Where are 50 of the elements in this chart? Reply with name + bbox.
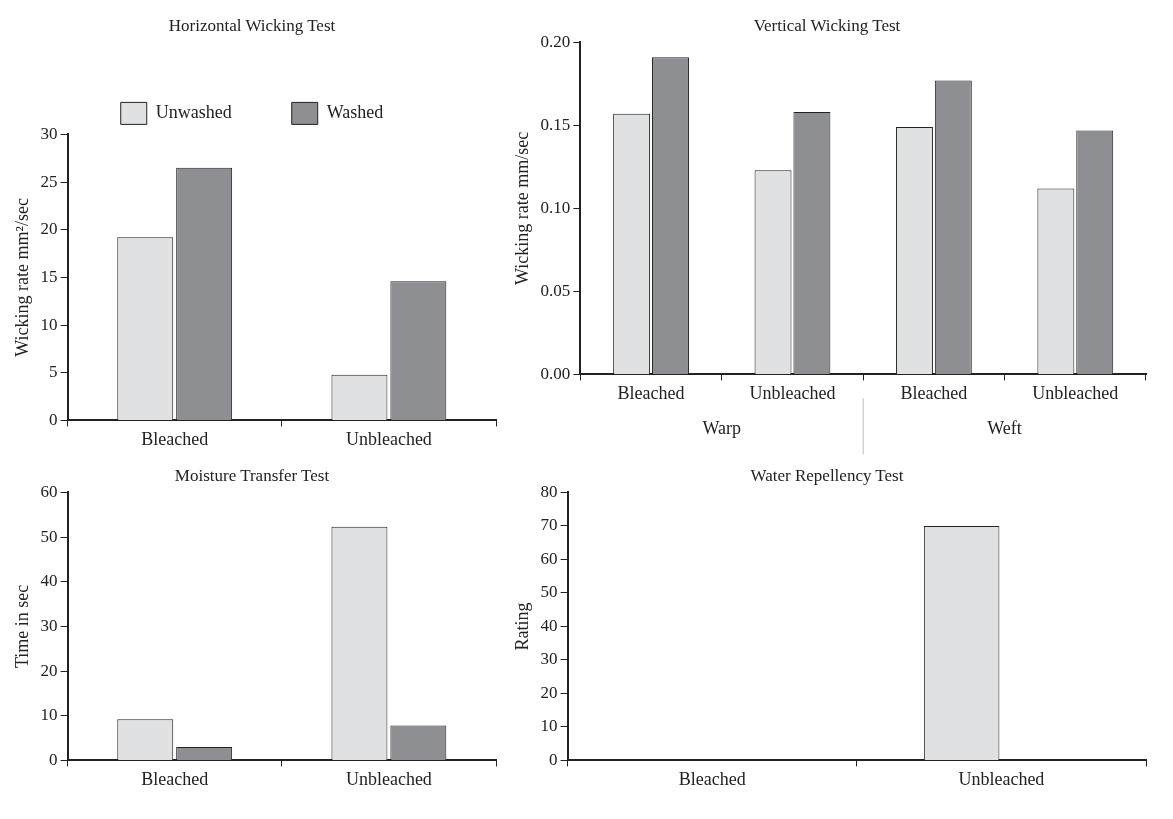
x-tick-label: Bleached: [678, 768, 746, 789]
y-tick-label: 80: [540, 481, 558, 501]
x-tick-label: Unbleached: [345, 768, 432, 789]
y-tick-label: 5: [49, 362, 58, 382]
y-tick-label: 10: [40, 705, 58, 725]
x-tick-label: Unbleached: [958, 768, 1045, 789]
chart-title: Horizontal Wicking Test: [168, 15, 336, 35]
y-tick-label: 0.10: [540, 197, 571, 217]
y-tick-label: 0.15: [540, 114, 571, 134]
y-tick-label: 50: [40, 526, 58, 546]
x-tick-label: Bleached: [141, 768, 209, 789]
chart-title: Moisture Transfer Test: [174, 465, 330, 485]
y-tick-label: 0: [49, 749, 58, 769]
x-tick-label: Bleached: [900, 382, 968, 403]
y-tick-label: 0.20: [540, 31, 571, 51]
legend-label: Unwashed: [155, 102, 232, 123]
y-tick-label: 30: [40, 615, 58, 635]
y-tick-label: 0: [549, 749, 558, 769]
y-axis-title: Time in sec: [11, 584, 32, 669]
y-tick-label: 20: [40, 219, 58, 239]
x-tick-label: Unbleached: [749, 382, 836, 403]
chart-title: Vertical Wicking Test: [753, 15, 901, 35]
y-tick-label: 15: [40, 266, 58, 286]
y-tick-label: 10: [40, 314, 58, 334]
y-tick-label: 20: [40, 660, 58, 680]
x-tick-label: Unbleached: [1032, 382, 1119, 403]
y-tick-label: 0: [49, 409, 58, 429]
x-tick-label: Bleached: [617, 382, 685, 403]
y-tick-label: 10: [540, 716, 558, 736]
x-tick-label: Bleached: [141, 428, 209, 449]
text: Warp: [702, 418, 742, 439]
y-tick-label: 50: [540, 582, 558, 602]
y-tick-label: 40: [540, 615, 558, 635]
x-tick-label: Unbleached: [345, 428, 432, 449]
y-axis-title: Wicking rate mm/sec: [511, 131, 532, 286]
chart-title: Water Repellency Test: [750, 465, 904, 485]
y-tick-label: 0.00: [540, 363, 571, 383]
y-tick-label: 40: [40, 571, 58, 591]
y-axis-title: Rating: [511, 602, 532, 651]
legend-label: Washed: [326, 102, 384, 123]
y-tick-label: 60: [40, 481, 58, 501]
y-tick-label: 20: [540, 682, 558, 702]
y-axis-title: Wicking rate mm²/sec: [11, 198, 32, 357]
y-tick-label: 25: [40, 171, 58, 191]
y-tick-label: 70: [540, 515, 558, 535]
y-tick-label: 30: [540, 649, 558, 669]
text: Weft: [987, 418, 1022, 439]
y-tick-label: 0.05: [540, 280, 571, 300]
y-tick-label: 60: [540, 548, 558, 568]
y-tick-label: 30: [40, 123, 58, 143]
